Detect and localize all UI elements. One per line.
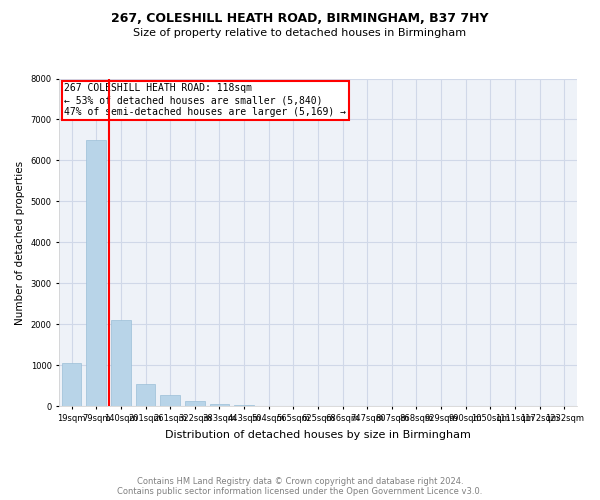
Text: 267, COLESHILL HEATH ROAD, BIRMINGHAM, B37 7HY: 267, COLESHILL HEATH ROAD, BIRMINGHAM, B… <box>111 12 489 26</box>
Text: Contains HM Land Registry data © Crown copyright and database right 2024.: Contains HM Land Registry data © Crown c… <box>137 478 463 486</box>
Bar <box>209 404 229 406</box>
Bar <box>234 405 254 406</box>
Bar <box>136 384 155 406</box>
Y-axis label: Number of detached properties: Number of detached properties <box>15 160 25 324</box>
Text: Size of property relative to detached houses in Birmingham: Size of property relative to detached ho… <box>133 28 467 38</box>
Bar <box>62 364 82 406</box>
Bar <box>111 320 131 406</box>
Bar <box>185 402 205 406</box>
X-axis label: Distribution of detached houses by size in Birmingham: Distribution of detached houses by size … <box>165 430 471 440</box>
Bar <box>86 140 106 406</box>
Bar <box>160 395 180 406</box>
Text: Contains public sector information licensed under the Open Government Licence v3: Contains public sector information licen… <box>118 488 482 496</box>
Text: 267 COLESHILL HEATH ROAD: 118sqm
← 53% of detached houses are smaller (5,840)
47: 267 COLESHILL HEATH ROAD: 118sqm ← 53% o… <box>64 84 346 116</box>
